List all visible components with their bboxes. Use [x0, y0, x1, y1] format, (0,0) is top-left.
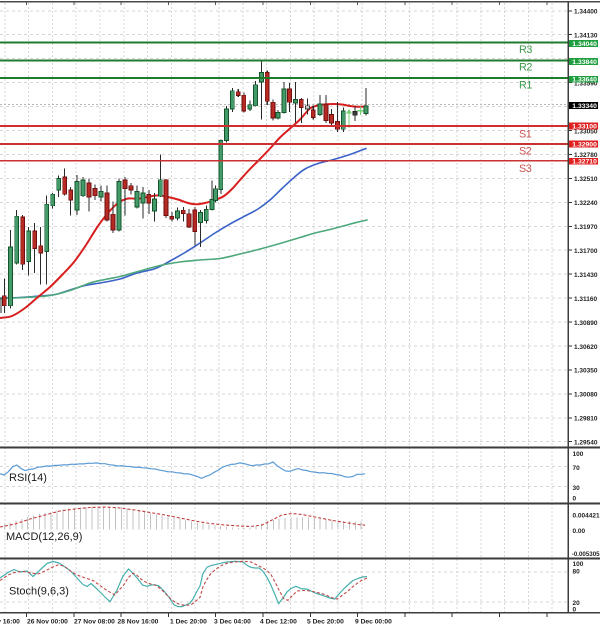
svg-text:1.29540: 1.29540: [574, 440, 598, 447]
svg-text:20: 20: [573, 600, 581, 607]
svg-text:0: 0: [573, 607, 577, 614]
svg-text:R1: R1: [519, 80, 532, 92]
svg-text:1.31970: 1.31970: [574, 224, 598, 231]
svg-text:9 Dec 00:00: 9 Dec 00:00: [355, 619, 392, 626]
svg-text:1.31160: 1.31160: [574, 296, 598, 303]
svg-text:S1: S1: [519, 129, 532, 141]
svg-text:1.33590: 1.33590: [574, 80, 598, 87]
svg-text:1.34040: 1.34040: [572, 41, 597, 48]
svg-text:1.32780: 1.32780: [574, 152, 598, 159]
svg-text:1.33640: 1.33640: [572, 77, 597, 84]
svg-text:RSI(14): RSI(14): [9, 472, 47, 484]
svg-text:1.30080: 1.30080: [574, 392, 598, 399]
svg-text:1.32240: 1.32240: [574, 200, 598, 207]
svg-text:1.31430: 1.31430: [574, 272, 598, 279]
svg-text:1.30620: 1.30620: [574, 344, 598, 351]
svg-text:1.33340: 1.33340: [572, 103, 597, 110]
svg-text:R2: R2: [519, 62, 532, 74]
svg-text:1.33050: 1.33050: [574, 128, 598, 135]
svg-text:4 Dec 12:00: 4 Dec 12:00: [260, 619, 297, 626]
svg-text:1.32710: 1.32710: [572, 159, 597, 166]
svg-text:MACD(12,26,9): MACD(12,26,9): [6, 531, 82, 543]
svg-text:1.34130: 1.34130: [574, 33, 598, 40]
svg-text:1.33100: 1.33100: [572, 124, 597, 131]
svg-text:1.30350: 1.30350: [574, 368, 598, 375]
svg-text:100: 100: [573, 451, 584, 458]
svg-text:1.32510: 1.32510: [574, 176, 598, 183]
svg-text:26 Nov 00:00: 26 Nov 00:00: [27, 619, 68, 626]
svg-text:1.30890: 1.30890: [574, 320, 598, 327]
svg-text:0: 0: [573, 495, 577, 502]
svg-text:1.33840: 1.33840: [572, 59, 597, 66]
svg-text:1.32900: 1.32900: [572, 141, 597, 148]
svg-text:30: 30: [573, 485, 581, 492]
svg-text:3 Dec 04:00: 3 Dec 04:00: [214, 619, 251, 626]
svg-text:-0.005305: -0.005305: [572, 551, 600, 558]
svg-text:100: 100: [573, 561, 584, 568]
svg-text:1 Dec 20:00: 1 Dec 20:00: [170, 619, 207, 626]
svg-text:S2: S2: [519, 146, 532, 158]
svg-text:28 Nov 16:00: 28 Nov 16:00: [118, 619, 159, 626]
svg-text:1.29810: 1.29810: [574, 416, 598, 423]
svg-text:25 Nov 16:00: 25 Nov 16:00: [0, 619, 20, 626]
svg-text:1.31700: 1.31700: [574, 248, 598, 255]
svg-text:R3: R3: [519, 44, 532, 56]
svg-text:S3: S3: [519, 163, 532, 175]
svg-text:80: 80: [573, 569, 581, 576]
svg-text:1.34400: 1.34400: [574, 9, 598, 16]
svg-text:0.00: 0.00: [573, 528, 586, 535]
svg-text:0.004421: 0.004421: [573, 512, 600, 519]
svg-text:5 Dec 20:00: 5 Dec 20:00: [307, 619, 344, 626]
svg-text:70: 70: [573, 465, 581, 472]
svg-text:27 Nov 08:00: 27 Nov 08:00: [74, 619, 115, 626]
svg-text:Stoch(9,6,3): Stoch(9,6,3): [9, 586, 69, 598]
